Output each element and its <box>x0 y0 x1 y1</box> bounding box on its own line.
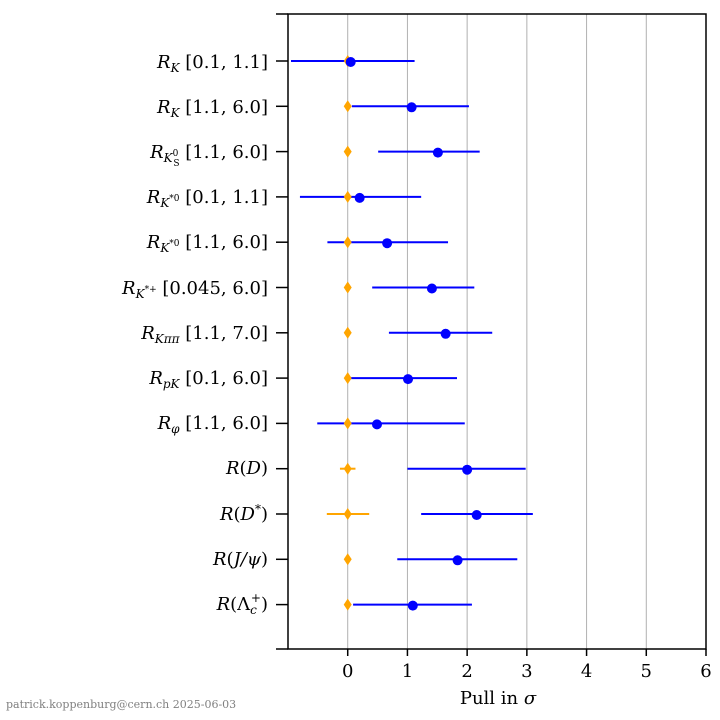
x-tick-label: 5 <box>641 661 652 682</box>
measurement-point <box>452 555 463 566</box>
measurement-point <box>471 510 482 520</box>
row-label: R(Λc+) <box>216 591 268 617</box>
x-tick-label: 4 <box>581 661 592 682</box>
row-label: R(J/ψ) <box>212 549 268 570</box>
measurement-point <box>426 283 437 294</box>
measurement-point <box>371 419 382 430</box>
x-tick-label: 2 <box>461 661 472 682</box>
row-label: RKππ [1.1, 7.0] <box>140 323 268 346</box>
reference-diamond <box>343 508 352 520</box>
x-tick-label: 0 <box>342 661 353 682</box>
plot-frame <box>287 13 707 650</box>
reference-diamond <box>343 598 352 611</box>
row-label: RK [1.1, 6.0] <box>156 97 268 120</box>
x-axis-ticks: 0 1 2 3 4 5 6 <box>342 649 712 682</box>
row-label: Rφ [1.1, 6.0] <box>157 413 268 436</box>
measurement-point <box>462 464 473 475</box>
reference-diamond <box>343 326 352 339</box>
row-label: R(D) <box>225 458 268 479</box>
reference-diamond <box>343 553 352 566</box>
x-tick-label: 3 <box>521 661 532 682</box>
measurement-point <box>406 102 417 113</box>
reference-diamond <box>343 236 352 249</box>
x-tick-label: 1 <box>402 661 413 682</box>
y-axis-ticks <box>276 13 288 650</box>
row-label: RK0 S [1.1, 6.0] <box>149 142 268 169</box>
measurement-point <box>440 328 451 339</box>
reference-diamond <box>343 281 352 294</box>
measurement-point <box>432 147 443 158</box>
row-label: RK*0 [0.1, 1.1] <box>146 187 268 210</box>
measurement-point <box>403 374 414 385</box>
grid-lines <box>347 14 647 649</box>
row-labels: RK [0.1, 1.1] RK [1.1, 6.0] RK0 S [1.1, 6… <box>121 52 268 617</box>
x-axis-label: Pull in σ <box>460 688 537 709</box>
row-label: R(D*) <box>219 502 268 525</box>
reference-diamond <box>343 462 352 475</box>
measurement-point <box>345 57 356 67</box>
row-label: RK*+ [0.045, 6.0] <box>121 278 268 301</box>
reference-diamond <box>343 145 352 158</box>
watermark: patrick.koppenburg@cern.ch 2025-06-03 <box>6 698 237 711</box>
x-tick-label: 6 <box>700 661 711 682</box>
reference-diamond <box>343 417 352 430</box>
measurement-point <box>407 600 418 611</box>
row-label: RK [0.1, 1.1] <box>156 52 268 75</box>
measurement-point <box>382 238 393 249</box>
measurement-point <box>354 192 365 203</box>
reference-diamond <box>343 372 352 385</box>
data-marks <box>290 55 533 611</box>
reference-diamond <box>343 190 352 203</box>
row-label: RK*0 [1.1, 6.0] <box>146 232 268 255</box>
row-label: RpK [0.1, 6.0] <box>148 368 268 391</box>
reference-diamond <box>343 100 352 113</box>
